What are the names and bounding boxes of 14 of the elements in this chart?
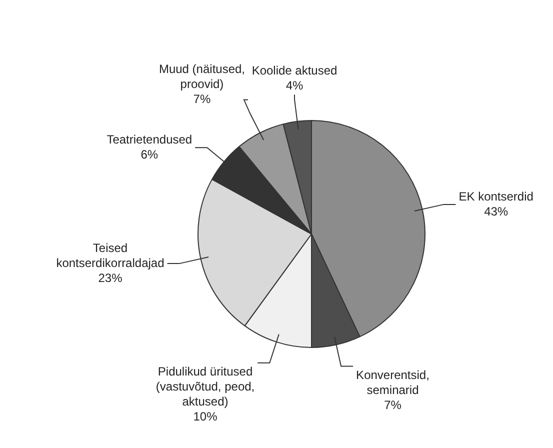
data-label: 10%	[193, 410, 218, 424]
slice-label: Teatrietendused	[106, 132, 192, 146]
data-label: 43%	[484, 204, 508, 218]
data-label: 6%	[140, 147, 158, 162]
slice-label: Koolide aktused	[252, 63, 338, 78]
data-label: 7%	[193, 92, 211, 106]
slice-label: EK kontserdid	[458, 189, 534, 204]
slice-label: Konverentsid, seminarid	[356, 368, 430, 398]
data-label: 23%	[98, 270, 123, 285]
data-label: 7%	[384, 398, 402, 412]
slice-label: Pidulikud üritused (vastuvõtud, peod, aktused)	[156, 364, 255, 409]
slice-label: Muud (näitused, proovid)	[158, 62, 246, 92]
slice-label: Teised kontserdikorraldajad	[56, 240, 164, 270]
data-label: 4%	[286, 78, 304, 92]
